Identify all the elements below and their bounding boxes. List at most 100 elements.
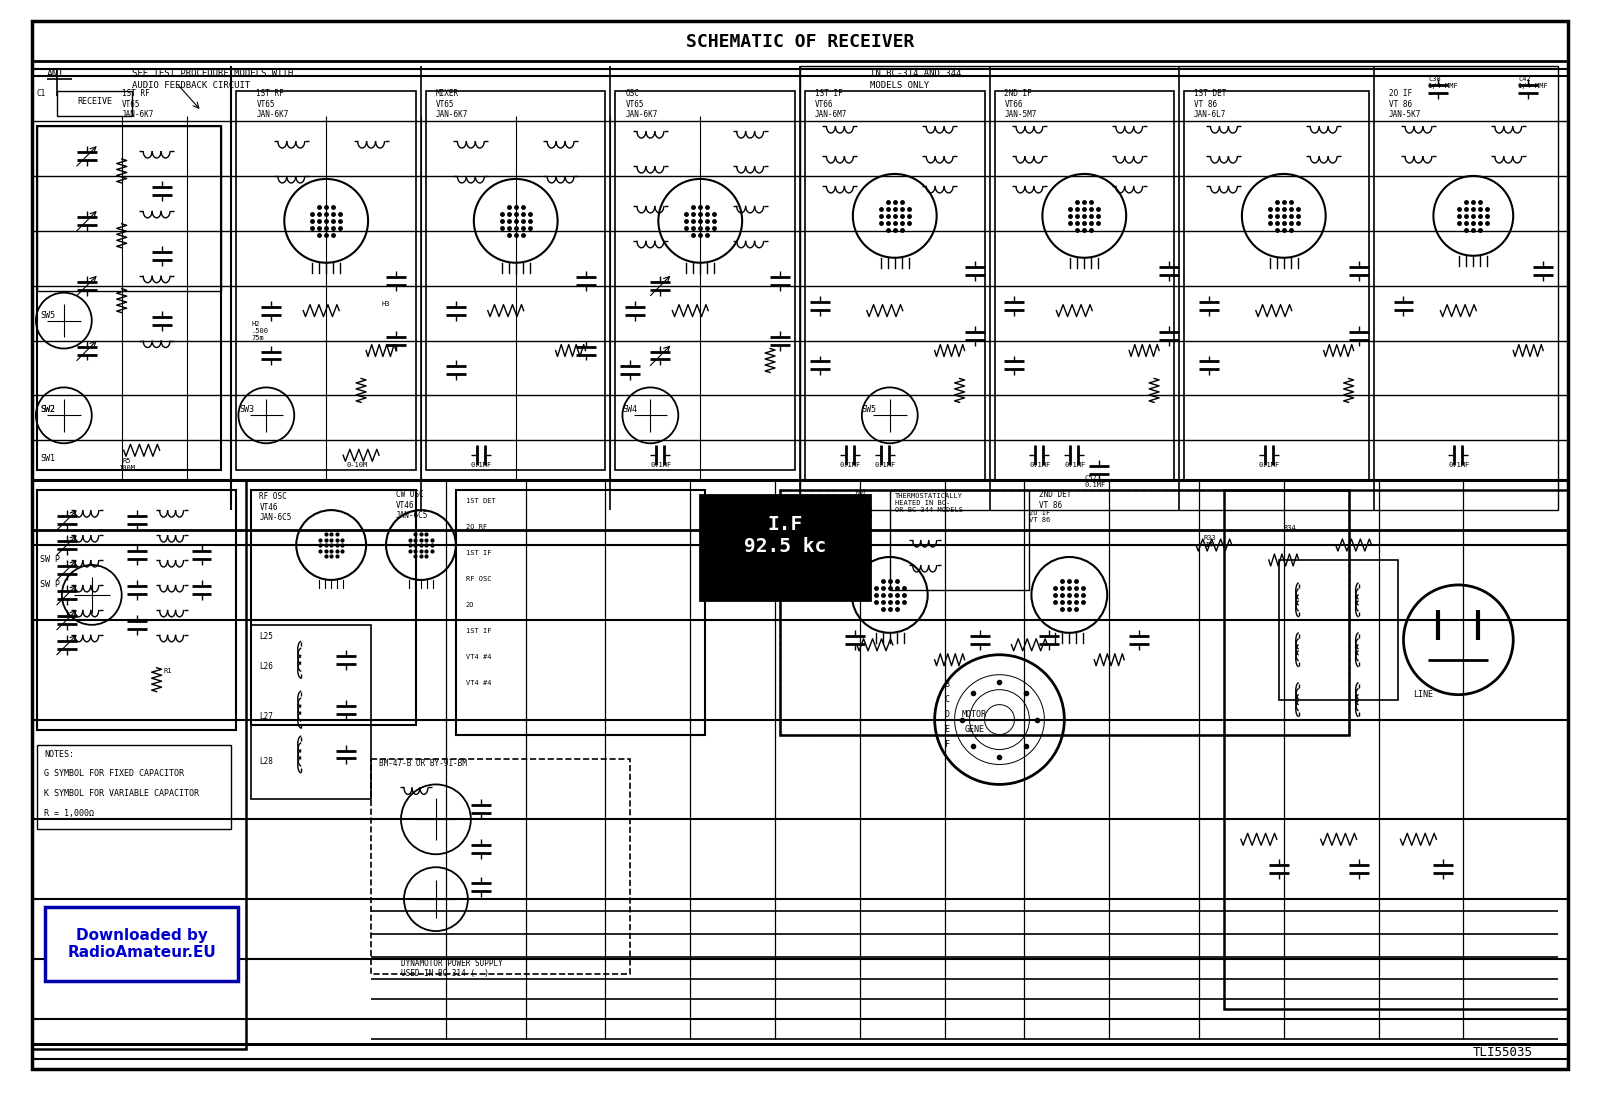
- Text: 0.1MF: 0.1MF: [1448, 462, 1470, 468]
- Text: C57
0.1MF: C57 0.1MF: [1085, 476, 1106, 488]
- Text: SW3: SW3: [240, 406, 254, 414]
- Text: 0.1MF: 0.1MF: [840, 462, 861, 468]
- Text: 2ND DET
VT 86: 2ND DET VT 86: [1040, 490, 1072, 510]
- Text: H2
.500
75m: H2 .500 75m: [251, 321, 269, 341]
- Text: TLI55035: TLI55035: [1474, 1045, 1533, 1059]
- Bar: [251, 624, 371, 800]
- Text: 1ST IF: 1ST IF: [466, 628, 491, 633]
- Text: RECEIVE: RECEIVE: [77, 97, 112, 107]
- Bar: [37, 126, 221, 291]
- Text: SW5: SW5: [40, 311, 54, 320]
- Bar: [37, 744, 232, 829]
- Text: AUDIO FEEDBACK CIRCUIT: AUDIO FEEDBACK CIRCUIT: [131, 81, 250, 90]
- Text: B: B: [944, 680, 950, 689]
- Text: 0.1MF: 0.1MF: [650, 462, 672, 468]
- Text: 1ST IF
VT66
JAN-6M7: 1ST IF VT66 JAN-6M7: [814, 89, 848, 119]
- Text: 1ST RF
VT65
JAN-6K7: 1ST RF VT65 JAN-6K7: [122, 89, 154, 119]
- Text: R33
1M: R33 1M: [1203, 536, 1216, 548]
- Text: OSC
VT65
JAN-6K7: OSC VT65 JAN-6K7: [626, 89, 658, 119]
- Text: L28: L28: [259, 758, 274, 767]
- Text: 2O: 2O: [466, 602, 474, 608]
- Bar: [890, 490, 1029, 590]
- Text: R34: R34: [1283, 526, 1296, 531]
- Bar: [781, 490, 1349, 734]
- Bar: [800, 67, 1558, 510]
- Text: 0.1MF: 0.1MF: [1064, 462, 1085, 468]
- Text: L27: L27: [259, 712, 274, 721]
- Text: 1ST DET: 1ST DET: [466, 498, 496, 504]
- Text: C38
1/4 MMF: C38 1/4 MMF: [1429, 77, 1458, 89]
- FancyBboxPatch shape: [45, 907, 238, 981]
- Text: 2O RF: 2O RF: [466, 524, 486, 530]
- Text: MODELS ONLY: MODELS ONLY: [870, 81, 930, 90]
- Bar: [616, 91, 795, 470]
- Bar: [32, 480, 1568, 1043]
- Text: AVC
DET
VT66: AVC DET VT66: [854, 490, 874, 520]
- Text: SW2: SW2: [40, 406, 54, 414]
- Text: THERMOSTATICALLY
HEATED IN BC-
OR BC-344 MODELS: THERMOSTATICALLY HEATED IN BC- OR BC-344…: [894, 493, 963, 513]
- Text: 1ST IF: 1ST IF: [466, 550, 491, 556]
- Text: D: D: [944, 710, 950, 719]
- Text: GENE: GENE: [965, 724, 984, 733]
- Text: F: F: [944, 740, 950, 749]
- Text: R5
100M: R5 100M: [118, 458, 134, 471]
- Text: RF OSC: RF OSC: [466, 575, 491, 582]
- Text: C42
1/4 MMF: C42 1/4 MMF: [1518, 77, 1547, 89]
- Bar: [456, 490, 706, 734]
- Text: C: C: [944, 694, 950, 703]
- Text: SW1: SW1: [40, 454, 54, 463]
- Text: SW2: SW2: [40, 406, 54, 414]
- Text: 2ND IF
VT66
JAN-5M7: 2ND IF VT66 JAN-5M7: [1005, 89, 1037, 119]
- Text: 0.1MF: 0.1MF: [1259, 462, 1280, 468]
- Text: 0.1MF: 0.1MF: [875, 462, 896, 468]
- Text: VT4 #4: VT4 #4: [466, 680, 491, 685]
- Bar: [237, 91, 416, 470]
- Text: Downloaded by
RadioAmateur.EU: Downloaded by RadioAmateur.EU: [67, 928, 216, 960]
- Text: 0.1MF: 0.1MF: [470, 462, 493, 468]
- Text: H3: H3: [381, 301, 389, 307]
- Bar: [426, 91, 605, 470]
- Text: 0-10M: 0-10M: [346, 462, 368, 468]
- Text: L25: L25: [259, 632, 274, 641]
- Bar: [781, 490, 1349, 734]
- Bar: [37, 126, 221, 470]
- Text: BM-47-B OR BY-91-BM: BM-47-B OR BY-91-BM: [379, 760, 467, 769]
- Text: K SYMBOL FOR VARIABLE CAPACITOR: K SYMBOL FOR VARIABLE CAPACITOR: [43, 790, 198, 799]
- Bar: [701, 496, 870, 600]
- Text: C1: C1: [37, 89, 46, 98]
- Text: MOTOR: MOTOR: [962, 710, 987, 719]
- Text: SW5: SW5: [862, 406, 877, 414]
- Text: SW4: SW4: [622, 406, 637, 414]
- Text: R1: R1: [163, 668, 173, 673]
- Bar: [1278, 560, 1398, 700]
- Text: 1ST RF
VT65
JAN-6K7: 1ST RF VT65 JAN-6K7: [256, 89, 288, 119]
- Bar: [251, 490, 416, 724]
- Text: SEE TEST PROCEDURE MODELS WITH: SEE TEST PROCEDURE MODELS WITH: [131, 69, 293, 78]
- Bar: [995, 91, 1174, 480]
- Bar: [58, 91, 131, 117]
- Text: AVC
DET
1,000
AVC/F: AVC DET 1,000 AVC/F: [835, 510, 856, 537]
- Bar: [32, 480, 246, 1049]
- Text: L26: L26: [259, 662, 274, 671]
- Text: VT4 #4: VT4 #4: [466, 653, 491, 660]
- Text: RF OSC
VT46
JAN-6C5: RF OSC VT46 JAN-6C5: [259, 492, 291, 522]
- Text: 2O IF
VT 86: 2O IF VT 86: [1029, 510, 1051, 523]
- Text: DYNAMOTOR POWER SUPPLY
USED IN BC-314-(  ): DYNAMOTOR POWER SUPPLY USED IN BC-314-( …: [402, 959, 502, 979]
- Text: G SYMBOL FOR FIXED CAPACITOR: G SYMBOL FOR FIXED CAPACITOR: [43, 770, 184, 779]
- Text: SW P: SW P: [40, 580, 59, 589]
- Bar: [805, 91, 984, 480]
- Text: 2O IF
VT 86
JAN-5K7: 2O IF VT 86 JAN-5K7: [1389, 89, 1421, 119]
- Text: 0.1MF: 0.1MF: [1029, 462, 1051, 468]
- Bar: [32, 61, 1568, 530]
- Bar: [1184, 91, 1368, 480]
- Text: SW P: SW P: [40, 556, 59, 564]
- Text: I.F
92.5 kc: I.F 92.5 kc: [744, 514, 826, 556]
- Text: MIXER
VT65
JAN-6K7: MIXER VT65 JAN-6K7: [435, 89, 469, 119]
- Text: LINE: LINE: [1413, 690, 1434, 699]
- Text: IN BC-314 AND 344: IN BC-314 AND 344: [870, 69, 962, 78]
- Text: 1ST DET
VT 86
JAN-6L7: 1ST DET VT 86 JAN-6L7: [1194, 89, 1226, 119]
- Text: SCHEMATIC OF RECEIVER: SCHEMATIC OF RECEIVER: [686, 33, 914, 51]
- Bar: [371, 760, 630, 974]
- Text: E: E: [944, 724, 950, 733]
- Text: NOTES:: NOTES:: [43, 750, 74, 759]
